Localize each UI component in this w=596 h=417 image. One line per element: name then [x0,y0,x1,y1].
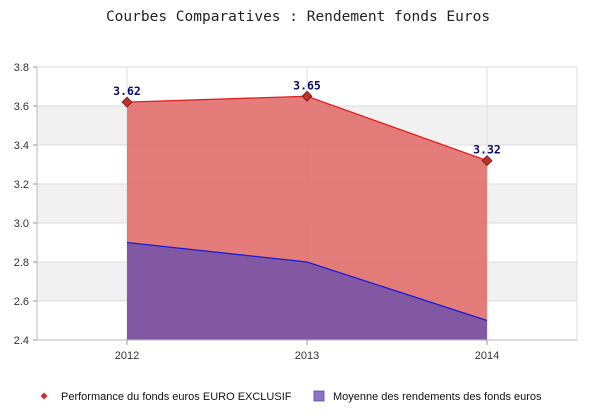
x-axis-ticks: 2012 2013 2014 [115,340,499,362]
markers-layer [121,90,493,167]
x-tick-label: 2012 [115,350,139,362]
series-area-2 [127,242,487,340]
data-point-marker [301,90,313,102]
data-point-marker [481,155,493,167]
legend-marker-series-2 [313,390,325,402]
chart-title: Courbes Comparatives : Rendement fonds E… [106,9,490,25]
legend-marker-series-1 [40,392,48,400]
legend-label-series-2: Moyenne des rendements des fonds euros [333,391,542,403]
y-tick-label: 2.4 [14,335,29,347]
data-point-marker [121,96,133,108]
data-label: 3.62 [113,84,141,98]
data-label: 3.32 [473,143,501,157]
x-tick-label: 2013 [295,350,319,362]
y-tick-label: 3.4 [14,140,29,152]
y-tick-label: 3.6 [14,101,29,113]
data-labels-layer: 3.62 3.65 3.32 [113,78,501,156]
y-axis-ticks: 2.4 2.6 2.8 3.0 3.2 3.4 3.6 3.8 [14,62,37,347]
y-tick-label: 3.2 [14,179,29,191]
y-tick-label: 2.8 [14,257,29,269]
data-label: 3.65 [293,78,321,92]
y-tick-label: 3.8 [14,62,29,74]
y-tick-label: 3.0 [14,218,29,230]
legend: Performance du fonds euros EURO EXCLUSIF… [40,390,542,403]
series-layer [126,95,488,340]
series-line-2 [126,241,488,322]
y-tick-label: 2.6 [14,296,29,308]
x-tick-label: 2014 [475,350,499,362]
legend-label-series-1: Performance du fonds euros EURO EXCLUSIF [61,391,292,403]
